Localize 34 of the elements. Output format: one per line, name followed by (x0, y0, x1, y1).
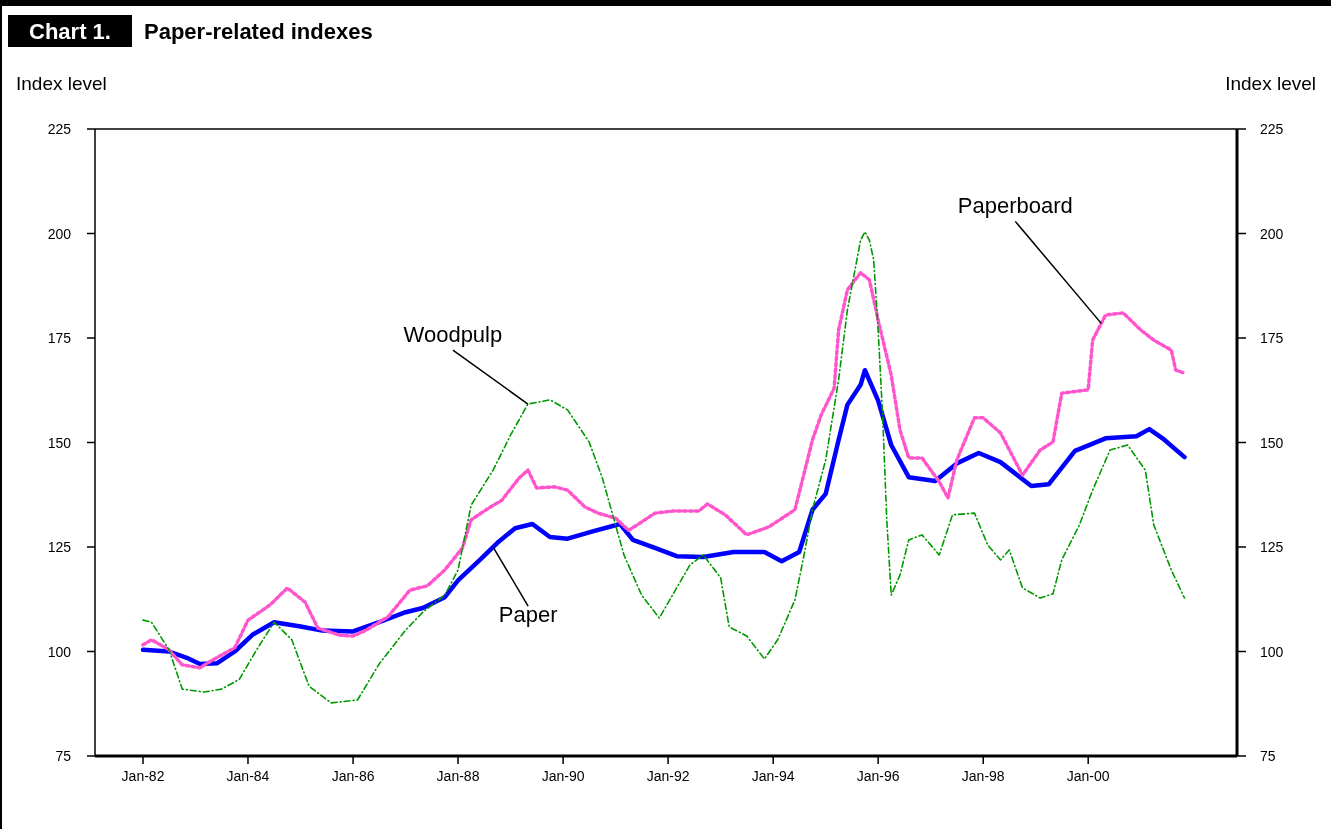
text: Paperboard (957, 193, 1073, 219)
y2-tick-label: 100 (1260, 643, 1284, 660)
y-tick-label: 175 (47, 330, 72, 346)
y2-tick-label: 225 (1260, 121, 1284, 137)
y2-tick-label: 125 (1260, 539, 1284, 555)
y-tick-label: 200 (47, 225, 72, 242)
y-axis-title: Index level (16, 73, 107, 94)
y-tick-label: 75 (55, 748, 72, 764)
y-tick-label: 100 (47, 643, 72, 660)
series-label: Paper (498, 602, 558, 628)
x-tick-label: Jan-86 (331, 768, 375, 784)
x-tick-label: Jan-82 (121, 768, 165, 784)
x-tick-label: Jan-00 (1066, 768, 1110, 784)
y2-tick-label: 200 (1260, 225, 1284, 242)
x-tick-label: Jan-92 (646, 768, 690, 784)
x-tick-label: Jan-84 (226, 768, 270, 784)
y-tick-label: 225 (47, 121, 72, 137)
y2-axis-title: Index level (1225, 73, 1316, 94)
x-tick-label: Jan-94 (751, 768, 795, 784)
y2-tick-label: 150 (1260, 434, 1284, 451)
x-tick-label: Jan-90 (541, 768, 585, 784)
caption: Chart 1. (29, 19, 111, 44)
y-tick-label: 125 (47, 539, 72, 555)
y2-tick-label: 175 (1260, 330, 1284, 346)
x-tick-label: Jan-88 (436, 768, 480, 784)
line-series (141, 271, 1187, 670)
chart-title: Paper-related indexes (144, 19, 373, 44)
line-series (142, 231, 1186, 704)
line-series (140, 367, 1187, 667)
text: Woodpulp (403, 322, 503, 348)
x-tick-label: Jan-98 (961, 768, 1005, 784)
x-tick-label: Jan-96 (856, 768, 900, 784)
y2-tick-label: 75 (1260, 748, 1276, 764)
y-tick-label: 150 (47, 434, 72, 451)
